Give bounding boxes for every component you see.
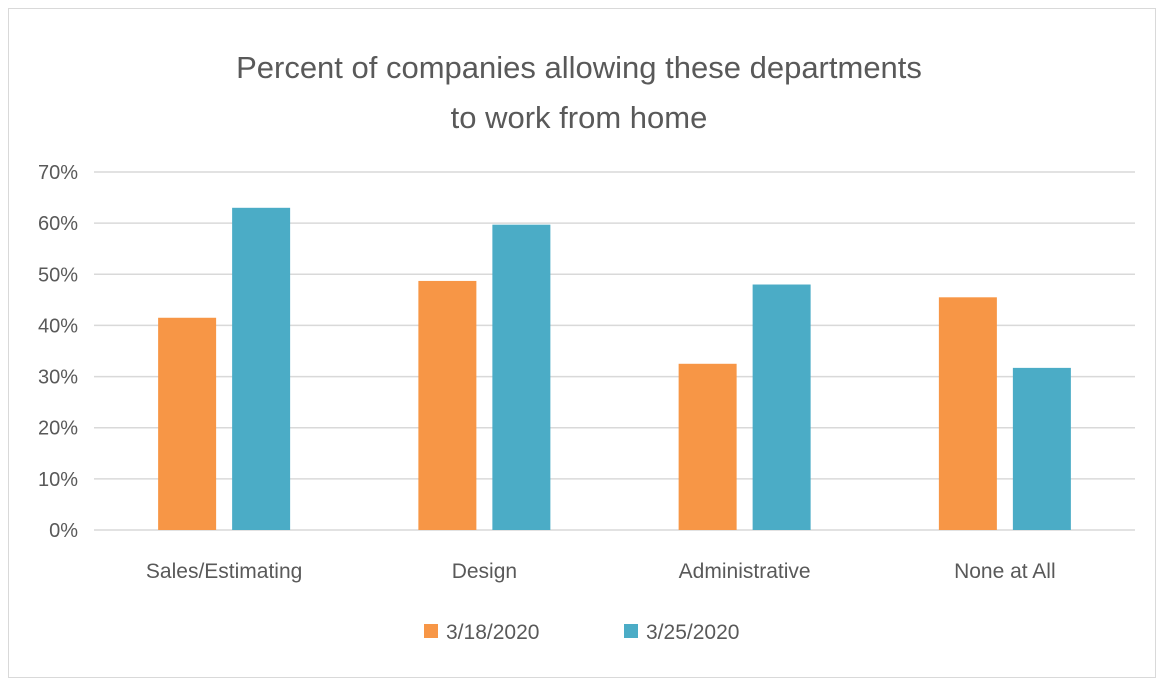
- x-axis-labels: Sales/Estimating Design Administrative None…: [146, 560, 1056, 583]
- chart-title-line-1: Percent of companies allowing these depa…: [236, 50, 922, 85]
- chart-title-line-2: to work from home: [451, 100, 708, 135]
- y-tick-label: 10%: [38, 469, 78, 491]
- legend: 3/18/2020 3/25/2020: [424, 621, 739, 644]
- y-tick-label: 0%: [49, 520, 78, 542]
- x-category-label: None at All: [954, 560, 1056, 583]
- x-category-label: Design: [452, 560, 517, 583]
- bar: [678, 363, 737, 530]
- legend-swatch: [624, 624, 638, 638]
- bars: [158, 207, 1071, 531]
- y-tick-label: 20%: [38, 418, 78, 440]
- bar: [492, 224, 551, 531]
- legend-swatch: [424, 624, 438, 638]
- y-tick-label: 70%: [38, 162, 78, 184]
- bar: [158, 317, 217, 530]
- legend-label: 3/25/2020: [646, 621, 739, 644]
- y-axis-ticks: 0% 10% 20% 30% 40% 50% 60% 70%: [38, 162, 78, 542]
- bar: [752, 284, 811, 530]
- bar: [938, 297, 997, 530]
- y-tick-label: 30%: [38, 367, 78, 389]
- x-category-label: Administrative: [679, 560, 811, 583]
- x-category-label: Sales/Estimating: [146, 560, 302, 583]
- bar: [1012, 367, 1071, 530]
- y-tick-label: 50%: [38, 264, 78, 286]
- bar: [418, 280, 477, 530]
- y-tick-label: 60%: [38, 213, 78, 235]
- legend-label: 3/18/2020: [446, 621, 539, 644]
- y-tick-label: 40%: [38, 315, 78, 337]
- bar: [232, 207, 291, 531]
